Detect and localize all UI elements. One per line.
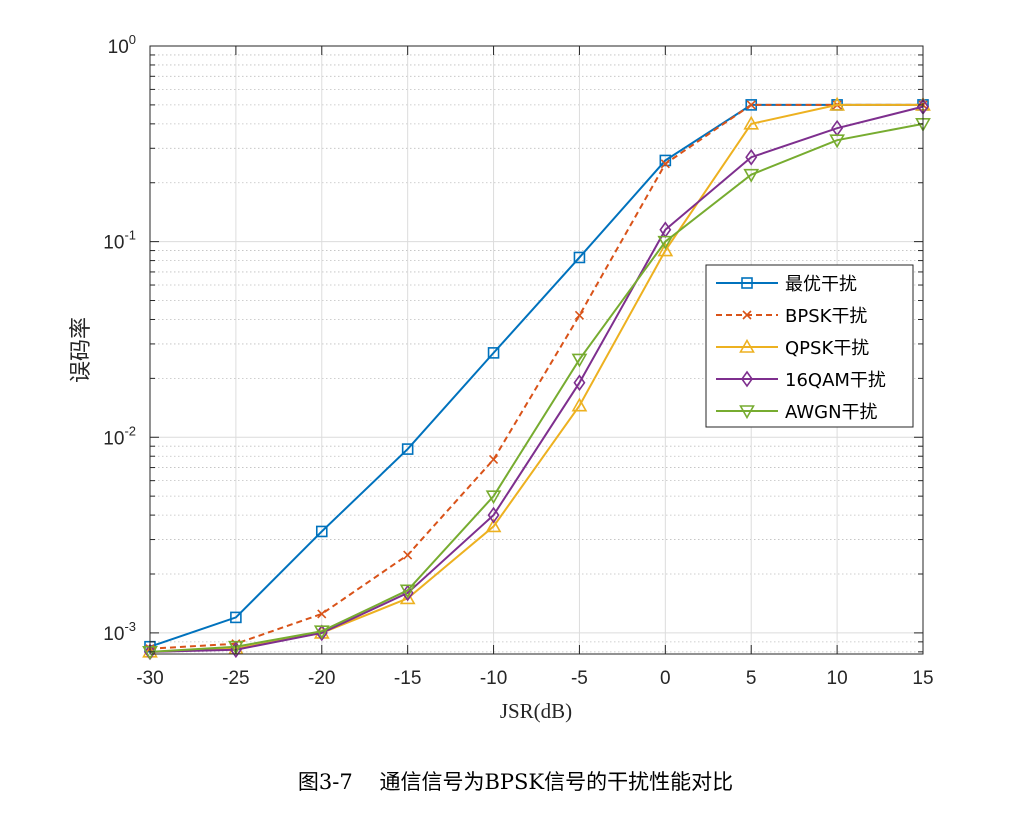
x-marker <box>746 100 756 110</box>
triangle-down-marker <box>743 168 760 183</box>
triangle-down-marker <box>313 625 330 640</box>
square-marker <box>401 443 414 455</box>
x-tick-label: -25 <box>222 668 249 689</box>
y-tick-exponent: -3 <box>124 619 136 634</box>
legend-label: 最优干扰 <box>785 274 857 295</box>
triangle-up-marker <box>399 590 416 605</box>
series-layer <box>142 96 931 661</box>
y-tick-base: 10 <box>108 37 129 58</box>
triangle-up-marker <box>743 115 760 130</box>
x-tick-label: -10 <box>480 668 507 689</box>
y-tick-base: 10 <box>103 624 124 645</box>
y-tick-exponent: 0 <box>129 32 136 47</box>
series-5 <box>142 118 931 660</box>
diamond-marker <box>573 374 586 392</box>
legend: 最优干扰 BPSK干扰 QPSK干扰 16QAM干扰 AWGN干扰 <box>705 264 914 428</box>
triangle-down-marker <box>571 353 588 368</box>
legend-label: BPSK干扰 <box>785 306 867 327</box>
x-marker <box>488 454 499 465</box>
x-tick-label: -5 <box>571 668 588 689</box>
series-line <box>149 103 923 648</box>
x-marker <box>403 550 413 560</box>
triangle-down-marker <box>829 134 845 149</box>
triangle-up-marker <box>657 242 674 257</box>
y-axis-title: 误码率 <box>69 317 94 383</box>
triangle-down-marker <box>485 490 502 505</box>
triangle-up-marker <box>739 338 755 353</box>
y-tick-base: 10 <box>103 428 124 449</box>
square-marker <box>741 277 753 289</box>
triangle-down-marker <box>657 235 674 250</box>
diamond-marker <box>741 370 753 388</box>
square-marker <box>487 347 500 359</box>
x-tick-label: 0 <box>660 668 671 689</box>
legend-label: AWGN干扰 <box>785 402 878 423</box>
x-tick-label: -30 <box>136 668 163 689</box>
square-marker <box>573 251 586 264</box>
y-tick-label: 10-3 <box>103 619 136 645</box>
legend-label: QPSK干扰 <box>785 338 869 359</box>
y-tick-base: 10 <box>103 233 124 254</box>
triangle-down-marker <box>228 640 244 655</box>
x-marker <box>660 159 670 169</box>
plot-frame <box>149 45 924 655</box>
y-tick-exponent: -1 <box>124 228 136 243</box>
triangle-up-marker <box>829 96 845 111</box>
x-tick-label: 5 <box>746 668 757 689</box>
legend-label: 16QAM干扰 <box>785 370 886 391</box>
x-axis-title: JSR(dB) <box>500 699 572 723</box>
y-tick-exponent: -2 <box>124 423 136 438</box>
diamond-marker <box>745 148 758 166</box>
x-tick-label: -20 <box>308 668 335 689</box>
tick-marks <box>149 45 924 654</box>
square-marker <box>230 611 242 624</box>
x-marker <box>742 310 752 320</box>
triangle-down-marker <box>739 405 755 420</box>
series-line <box>149 103 923 650</box>
triangle-up-marker <box>571 397 588 412</box>
triangle-down-marker <box>399 584 416 599</box>
x-tick-label: 15 <box>912 668 933 689</box>
y-tick-label: 100 <box>108 32 136 58</box>
x-tick-label: 10 <box>827 668 848 689</box>
y-tick-label: 10-2 <box>103 423 136 449</box>
figure-caption: 图3-7 通信信号为BPSK信号的干扰性能对比 <box>297 770 734 794</box>
series-line <box>149 105 924 653</box>
x-marker <box>574 310 585 320</box>
y-tick-label: 10-1 <box>103 228 136 254</box>
diamond-marker <box>487 506 500 524</box>
x-tick-label: -15 <box>394 668 421 689</box>
square-marker <box>315 525 328 538</box>
triangle-up-marker <box>485 518 502 533</box>
x-marker <box>317 609 327 619</box>
series-line <box>149 122 924 653</box>
